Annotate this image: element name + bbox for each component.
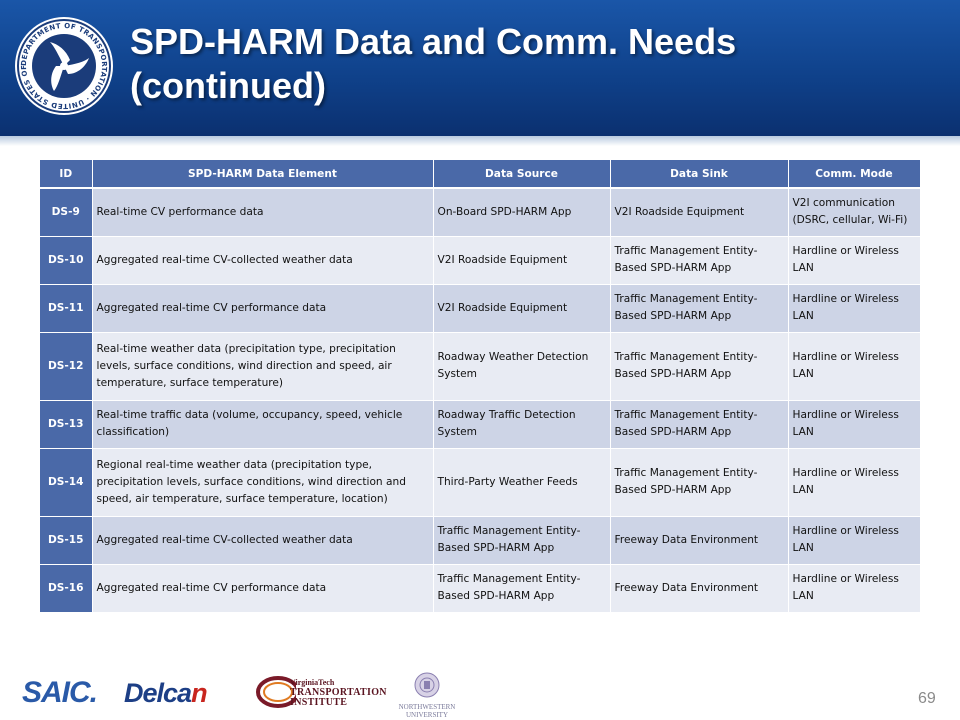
page-number: 69 [918, 690, 936, 707]
data-comm-needs-table: ID SPD-HARM Data Element Data Source Dat… [40, 160, 921, 613]
table-header-row: ID SPD-HARM Data Element Data Source Dat… [40, 160, 921, 189]
row-id: DS-14 [40, 448, 93, 517]
delcan-logo: Delcan [124, 678, 208, 709]
row-mode: Hardline or Wireless LAN [788, 400, 921, 449]
row-id: DS-10 [40, 236, 93, 285]
vtti-logo: VirginiaTech TRANSPORTATION INSTITUTE [256, 672, 387, 714]
row-mode: V2I communication (DSRC, cellular, Wi-Fi… [788, 188, 921, 237]
table-row: DS-15 Aggregated real-time CV-collected … [40, 516, 921, 565]
row-mode: Hardline or Wireless LAN [788, 564, 921, 613]
row-id: DS-12 [40, 332, 93, 401]
header-comm-mode: Comm. Mode [788, 160, 921, 189]
header-data-source: Data Source [433, 160, 611, 189]
title-banner [0, 0, 960, 140]
northwestern-seal-icon [414, 672, 440, 698]
banner-edge [0, 136, 960, 146]
row-id: DS-16 [40, 564, 93, 613]
slide-title-line-1: SPD-HARM Data and Comm. Needs [130, 21, 737, 62]
row-element: Aggregated real-time CV-collected weathe… [92, 236, 434, 285]
vtti-swoosh-icon [256, 676, 296, 708]
slide-title-line-2: (continued) [130, 65, 326, 106]
nu-line-1: NORTHWESTERN [398, 703, 456, 711]
row-sink: Traffic Management Entity-Based SPD-HARM… [610, 448, 789, 517]
row-mode: Hardline or Wireless LAN [788, 516, 921, 565]
dot-triskelion-icon [50, 42, 89, 91]
row-element: Aggregated real-time CV performance data [92, 564, 434, 613]
row-element: Aggregated real-time CV-collected weathe… [92, 516, 434, 565]
row-id: DS-9 [40, 188, 93, 237]
row-source: Roadway Traffic Detection System [433, 400, 611, 449]
row-element: Regional real-time weather data (precipi… [92, 448, 434, 517]
header-id: ID [40, 160, 93, 189]
table-row: DS-16 Aggregated real-time CV performanc… [40, 564, 921, 613]
row-source: On-Board SPD-HARM App [433, 188, 611, 237]
row-mode: Hardline or Wireless LAN [788, 448, 921, 517]
row-element: Real-time traffic data (volume, occupanc… [92, 400, 434, 449]
northwestern-logo: NORTHWESTERN UNIVERSITY [392, 672, 462, 719]
delcan-logo-b: n [191, 678, 207, 708]
row-sink: Freeway Data Environment [610, 516, 789, 565]
row-element: Aggregated real-time CV performance data [92, 284, 434, 333]
table-row: DS-10 Aggregated real-time CV-collected … [40, 236, 921, 285]
vtti-line-2: TRANSPORTATION [290, 687, 387, 698]
row-id: DS-15 [40, 516, 93, 565]
row-id: DS-13 [40, 400, 93, 449]
vtti-line-1: VirginiaTech [290, 678, 335, 687]
row-source: Roadway Weather Detection System [433, 332, 611, 401]
row-source: V2I Roadside Equipment [433, 236, 611, 285]
table-row: DS-13 Real-time traffic data (volume, oc… [40, 400, 921, 449]
table-row: DS-11 Aggregated real-time CV performanc… [40, 284, 921, 333]
row-mode: Hardline or Wireless LAN [788, 236, 921, 285]
row-element: Real-time CV performance data [92, 188, 434, 237]
row-sink: Traffic Management Entity-Based SPD-HARM… [610, 332, 789, 401]
header-data-element: SPD-HARM Data Element [92, 160, 434, 189]
row-source: Traffic Management Entity-Based SPD-HARM… [433, 516, 611, 565]
row-sink: V2I Roadside Equipment [610, 188, 789, 237]
row-source: Third-Party Weather Feeds [433, 448, 611, 517]
table-row: DS-12 Real-time weather data (precipitat… [40, 332, 921, 401]
header-data-sink: Data Sink [610, 160, 789, 189]
row-sink: Traffic Management Entity-Based SPD-HARM… [610, 400, 789, 449]
slide-title: SPD-HARM Data and Comm. Needs (continued… [130, 20, 930, 108]
nu-line-2: UNIVERSITY [406, 711, 448, 719]
row-source: V2I Roadside Equipment [433, 284, 611, 333]
row-mode: Hardline or Wireless LAN [788, 284, 921, 333]
row-sink: Traffic Management Entity-Based SPD-HARM… [610, 284, 789, 333]
row-element: Real-time weather data (precipitation ty… [92, 332, 434, 401]
row-source: Traffic Management Entity-Based SPD-HARM… [433, 564, 611, 613]
dot-seal-icon: DEPARTMENT OF TRANSPORTATION · UNITED ST… [14, 16, 113, 115]
saic-logo: SAIC. [22, 676, 98, 709]
delcan-logo-a: Delca [124, 678, 192, 708]
row-id: DS-11 [40, 284, 93, 333]
row-sink: Traffic Management Entity-Based SPD-HARM… [610, 236, 789, 285]
row-sink: Freeway Data Environment [610, 564, 789, 613]
table-row: DS-14 Regional real-time weather data (p… [40, 448, 921, 517]
vtti-line-3: INSTITUTE [290, 697, 348, 708]
row-mode: Hardline or Wireless LAN [788, 332, 921, 401]
table-row: DS-9 Real-time CV performance data On-Bo… [40, 188, 921, 237]
